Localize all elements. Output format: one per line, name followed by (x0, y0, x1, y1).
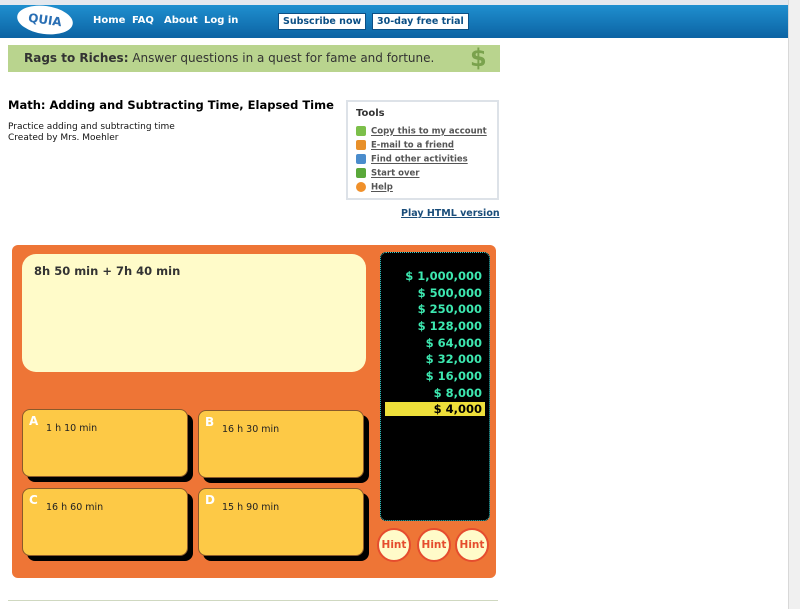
question-box: 8h 50 min + 7h 40 min (22, 254, 366, 372)
prize-level: $ 32,000 (425, 352, 482, 366)
copy-icon (356, 126, 366, 136)
nav-faq[interactable]: FAQ (132, 15, 154, 26)
answer-letter: C (29, 493, 38, 507)
tool-find[interactable]: Find other activities (356, 154, 468, 165)
subscribe-button[interactable]: Subscribe now (278, 13, 367, 30)
money-tree-icon: $ (470, 44, 487, 72)
activity-banner: Rags to Riches: Answer questions in a qu… (8, 45, 500, 72)
tool-start-over[interactable]: Start over (356, 168, 419, 179)
tool-label: Help (371, 182, 393, 193)
quia-logo[interactable]: QUIA (15, 2, 75, 38)
free-trial-button[interactable]: 30-day free trial (372, 13, 469, 30)
prize-level: $ 8,000 (433, 386, 482, 400)
answer-letter: D (205, 493, 215, 507)
tools-panel: Tools Copy this to my account E-mail to … (346, 100, 499, 200)
banner-text: Answer questions in a quest for fame and… (128, 51, 435, 65)
answer-text: 16 h 60 min (46, 502, 104, 513)
email-friend-icon (356, 140, 366, 150)
prize-level: $ 128,000 (417, 319, 482, 333)
tool-label: Start over (371, 168, 420, 179)
search-icon (356, 154, 366, 164)
banner-title: Rags to Riches: (24, 51, 129, 65)
game-board: 8h 50 min + 7h 40 min A 1 h 10 min B 16 h … (12, 245, 496, 578)
divider (8, 600, 498, 601)
answer-a[interactable]: A 1 h 10 min (22, 409, 188, 477)
tool-label: E-mail to a friend (371, 140, 454, 151)
answer-text: 1 h 10 min (46, 423, 98, 434)
play-html-link[interactable]: Play HTML version (401, 208, 500, 219)
site-header: QUIA Home FAQ About Log in Subscribe now… (0, 2, 788, 38)
nav-home[interactable]: Home (93, 15, 126, 26)
tool-label: Find other activities (371, 154, 468, 165)
nav-about[interactable]: About (164, 15, 198, 26)
prize-ladder: $ 1,000,000 $ 500,000 $ 250,000 $ 128,00… (380, 252, 490, 521)
prize-level: $ 500,000 (417, 286, 482, 300)
tool-email[interactable]: E-mail to a friend (356, 140, 454, 151)
answer-text: 15 h 90 min (222, 502, 280, 513)
tool-help[interactable]: Help (356, 182, 393, 193)
tool-label: Copy this to my account (371, 126, 487, 137)
prize-level: $ 64,000 (425, 336, 482, 350)
page-title: Math: Adding and Subtracting Time, Elaps… (8, 98, 334, 112)
answer-text: 16 h 30 min (222, 424, 280, 435)
hint-button-1[interactable]: Hint (377, 528, 411, 562)
answer-c[interactable]: C 16 h 60 min (22, 488, 188, 556)
answer-d[interactable]: D 15 h 90 min (198, 488, 364, 556)
prize-level: $ 16,000 (425, 369, 482, 383)
scrollbar[interactable] (788, 0, 800, 609)
help-icon (356, 182, 366, 192)
rewind-icon (356, 168, 366, 178)
hint-button-2[interactable]: Hint (417, 528, 451, 562)
activity-author: Created by Mrs. Moehler (8, 133, 119, 143)
answer-letter: A (29, 414, 39, 428)
activity-description: Practice adding and subtracting time (8, 122, 175, 132)
answer-letter: B (205, 415, 215, 429)
hint-button-3[interactable]: Hint (455, 528, 489, 562)
answer-b[interactable]: B 16 h 30 min (198, 410, 364, 478)
current-prize-level: $ 4,000 (385, 402, 485, 416)
tools-heading: Tools (356, 108, 385, 119)
prize-level: $ 250,000 (417, 302, 482, 316)
browser-strip (0, 0, 788, 5)
nav-login[interactable]: Log in (204, 15, 239, 26)
tool-copy[interactable]: Copy this to my account (356, 126, 487, 137)
prize-level: $ 1,000,000 (405, 269, 482, 283)
